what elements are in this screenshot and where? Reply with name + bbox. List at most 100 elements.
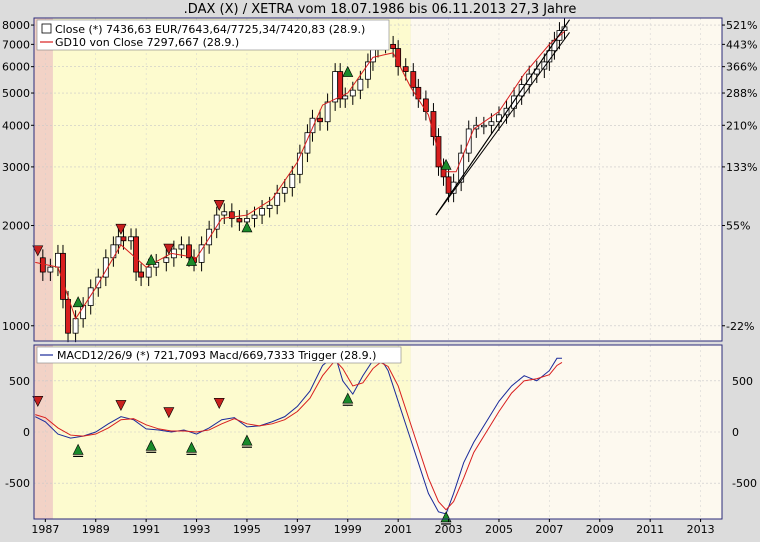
y-tick-label-right: 366%	[726, 61, 757, 74]
top-panel-frame	[33, 17, 723, 342]
candle-body	[309, 117, 316, 134]
candle-body	[410, 71, 417, 88]
legend-gd10-text: GD10 von Close 7297,667 (28.9.)	[55, 36, 239, 49]
buy-signal-bottom	[145, 439, 157, 451]
y-tick-label-right: 288%	[726, 87, 757, 100]
sell-signal-top	[32, 245, 44, 257]
buy-signal-bottom	[186, 441, 197, 453]
top-legend-box	[36, 19, 390, 51]
candle-body	[128, 236, 134, 242]
y-tick-label-right: 210%	[726, 119, 757, 132]
candle-body	[80, 305, 87, 320]
legend-macd-text: MACD12/26/9 (*) 721,7093 Macd/669,7333 T…	[57, 349, 376, 362]
candle-body	[87, 287, 94, 306]
x-tick-label: 2003	[435, 523, 463, 536]
candle-body	[480, 124, 487, 128]
candle-body	[259, 208, 265, 216]
buy-signal-bottom	[342, 392, 354, 404]
candle-body	[221, 211, 228, 216]
y-tick-label-right: 55%	[726, 220, 750, 233]
y-tick-label-left: 1000	[2, 320, 30, 333]
buy-signal-top	[186, 254, 197, 266]
candle-body	[55, 252, 61, 268]
macd-tick-label-right: 0	[732, 426, 739, 439]
candle-body	[274, 192, 281, 206]
bottom-panel-frame	[33, 344, 723, 520]
candle-body	[115, 236, 122, 246]
candle-body	[120, 236, 127, 242]
macd-tick-label-right: -500	[732, 477, 757, 490]
macd-tick-label-right: 500	[732, 375, 753, 388]
sell-signal-top	[115, 223, 127, 235]
y-tick-label-left: 4000	[2, 119, 30, 132]
x-tick-label: 2011	[636, 523, 664, 536]
sell-signal-bottom	[32, 395, 44, 407]
x-tick-label: 1987	[31, 523, 59, 536]
candle-body	[488, 121, 495, 126]
candle-body	[206, 228, 213, 246]
sell-signal-bottom	[213, 398, 225, 410]
candle-body	[296, 152, 303, 175]
candle-body	[266, 204, 273, 209]
candle-body	[445, 176, 452, 194]
buy-signal-bottom	[241, 434, 253, 446]
candle-body	[60, 252, 66, 300]
candle-body	[395, 48, 402, 68]
y-tick-label-left: 8000	[2, 19, 30, 32]
candle-body	[390, 43, 397, 49]
sell-signal-top	[163, 243, 175, 255]
legend-close-text: Close (*) 7436,63 EUR/7643,64/7725,34/74…	[55, 23, 365, 36]
y-tick-label-left: 6000	[2, 61, 30, 74]
buy-signal-top	[241, 221, 253, 233]
candle-body	[95, 276, 102, 289]
top-zone-0	[34, 18, 53, 341]
candle-body	[102, 257, 109, 278]
bottom-legend-box	[36, 346, 402, 364]
x-tick-label: 1999	[334, 523, 362, 536]
candle-body	[317, 117, 323, 123]
candle-body	[304, 132, 311, 154]
buy-signal-bottom	[72, 443, 84, 455]
macd-tick-label-left: -500	[5, 477, 30, 490]
candle-body	[251, 214, 258, 219]
candle-body	[332, 71, 339, 103]
candle-body	[236, 218, 243, 223]
y-tick-label-left: 3000	[2, 161, 30, 174]
y-tick-label-right: 133%	[726, 161, 757, 174]
x-tick-label: 1989	[82, 523, 110, 536]
x-tick-label: 1991	[132, 523, 160, 536]
candle-body	[47, 266, 54, 273]
candle-body	[110, 244, 117, 259]
gd10-line	[35, 31, 565, 320]
buy-signal-top	[145, 253, 157, 265]
y-tick-label-left: 2000	[2, 220, 30, 233]
candle-body	[324, 101, 331, 123]
sell-signal-top	[213, 200, 225, 211]
candle-body	[163, 257, 170, 263]
legend-candle-swatch	[41, 23, 52, 34]
candle-body	[39, 257, 46, 273]
x-tick-label: 2009	[586, 523, 614, 536]
x-tick-label: 2013	[687, 523, 715, 536]
candle-body	[133, 236, 139, 273]
y-tick-label-right: 443%	[726, 38, 757, 51]
candle-body	[365, 61, 371, 80]
buy-signal-top	[72, 296, 84, 308]
trigger-line	[35, 359, 563, 511]
trend-line-1	[435, 32, 570, 216]
candle-body	[357, 78, 364, 91]
candle-body	[186, 244, 192, 259]
buy-signal-top	[342, 65, 354, 77]
x-tick-label: 1995	[233, 523, 261, 536]
sell-signal-bottom	[115, 400, 127, 412]
x-tick-label: 2005	[485, 523, 513, 536]
buy-signal-top	[440, 158, 452, 170]
candle-body	[422, 98, 429, 112]
candle-body	[349, 89, 356, 97]
y-tick-label-right: 521%	[726, 19, 757, 32]
top-zone-1	[52, 18, 411, 341]
x-tick-label: 2001	[384, 523, 412, 536]
candle-body	[228, 211, 235, 219]
trend-line-2	[435, 19, 570, 216]
